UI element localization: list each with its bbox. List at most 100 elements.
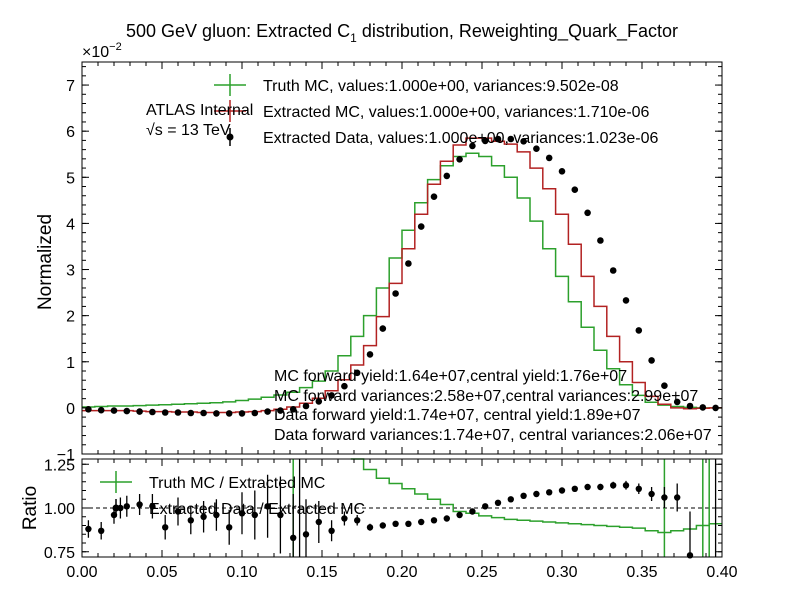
ratio-y-tick-label: 1.00 [44, 501, 75, 518]
ratio-data-point [149, 503, 156, 510]
data-point [187, 409, 195, 417]
data-point [507, 135, 515, 143]
ratio-data-point [315, 518, 322, 526]
x-tick-label: 0.25 [466, 564, 497, 581]
data-point [328, 392, 335, 399]
ratio-panel: 0.00 0.05 0.10 0.15 0.20 0.25 0.30 0.35 0.40 0.75… [20, 457, 738, 581]
ratio-data-point [610, 482, 617, 489]
ratio-data-point [661, 494, 668, 501]
ratio-data-point [187, 517, 194, 524]
data-point [481, 137, 489, 145]
ratio-data-point [507, 496, 514, 503]
x-tick-label: 0.40 [706, 564, 737, 581]
ratio-data-point [418, 518, 425, 526]
ratio-data-point [482, 503, 489, 510]
data-point [584, 209, 591, 217]
ratio-data-point [648, 490, 655, 498]
data-point [622, 297, 630, 304]
ratio-data-point [674, 494, 681, 501]
main-y-tick-label: 7 [66, 78, 75, 95]
main-y-tick-label: 1 [66, 355, 75, 372]
data-point [494, 135, 502, 143]
data-point [379, 325, 387, 332]
data-point [597, 237, 604, 244]
data-point [699, 404, 707, 411]
main-y-tick-label: 4 [66, 216, 75, 233]
data-point [520, 138, 527, 145]
x-tick-label: 0.00 [66, 564, 97, 581]
data-point [635, 327, 643, 334]
data-point [174, 409, 182, 416]
data-point [686, 402, 694, 410]
note-data-variances: Data forward variances:1.74e+07, central… [274, 427, 712, 444]
main-y-tick-label: 0 [66, 401, 75, 418]
main-panel: −1 0 1 2 3 4 5 6 7 Normalized [35, 61, 723, 464]
note-data-yield: Data forward yield:1.74e+07, central yie… [274, 407, 641, 424]
data-point [417, 223, 425, 230]
ratio-data-point [520, 492, 527, 499]
ratio-legend: Truth MC / Extracted MC Extracted Data /… [100, 471, 365, 518]
extracted-mc-step [82, 137, 722, 414]
ratio-data-point [85, 525, 92, 533]
ratio-legend-data-label: Extracted Data / Extracted MC [149, 501, 365, 518]
ratio-legend-truth-label: Truth MC / Extracted MC [149, 475, 325, 492]
ratio-data-point [558, 487, 566, 494]
ratio-data-point [238, 510, 246, 517]
legend-data-marker [226, 133, 234, 141]
data-point [110, 407, 118, 414]
ratio-data-point [302, 531, 310, 538]
ratio-data-point [226, 524, 233, 531]
data-point [200, 409, 207, 417]
ratio-data-point [123, 503, 130, 510]
data-point [161, 409, 169, 416]
x-tick-label: 0.30 [546, 564, 577, 581]
data-point [213, 410, 220, 417]
legend-data-label: Extracted Data, values:1.000e+00, varian… [263, 130, 658, 147]
ratio-data-point [392, 520, 399, 527]
data-point [97, 406, 105, 414]
main-y-tick-label: 2 [66, 309, 75, 326]
data-point [405, 260, 412, 267]
ratio-y-axis-label: Ratio [20, 486, 41, 530]
data-point [315, 398, 323, 405]
ratio-data-point [366, 524, 374, 531]
data-point [302, 402, 310, 410]
ratio-data-point [213, 511, 220, 519]
ratio-data-point [571, 485, 578, 492]
ratio-data-point [494, 499, 502, 506]
main-y-tick-label: 3 [66, 263, 75, 280]
title-subscript: 1 [350, 31, 357, 45]
atlas-label: ATLAS Internal [146, 102, 253, 119]
ratio-data-point [533, 490, 540, 498]
data-point [545, 154, 553, 162]
ratio-y-tick-label: 1.25 [44, 457, 75, 474]
ratio-data-point [290, 534, 297, 541]
ratio-data-point [584, 483, 591, 491]
data-point [392, 290, 399, 297]
note-mc-yield: MC forward yield:1.64e+07,central yield:… [274, 368, 627, 385]
note-mc-variances: MC forward variances:2.58e+07,central va… [274, 388, 698, 405]
energy-label: √s = 13 TeV [146, 122, 231, 139]
truth-mc-step [82, 152, 722, 409]
ratio-series [82, 458, 722, 559]
data-point [136, 408, 143, 415]
data-point [353, 369, 361, 377]
ratio-y-tick-label: 0.75 [44, 545, 75, 562]
x-tick-label: 0.15 [306, 564, 337, 581]
data-point [469, 142, 476, 150]
ratio-data-point [546, 489, 553, 496]
ratio-data-point [354, 517, 361, 524]
ratio-data-point [622, 482, 630, 489]
data-point [238, 410, 246, 417]
ratio-data-point [264, 503, 271, 510]
ratio-data-point [174, 508, 182, 515]
ratio-data-point [341, 515, 348, 522]
ratio-data-point [136, 501, 143, 508]
data-point [456, 156, 463, 163]
ratio-plot-frame [81, 458, 723, 558]
ratio-data-point [430, 517, 438, 524]
data-point [533, 145, 540, 152]
data-point [443, 172, 451, 180]
data-point [251, 409, 259, 417]
